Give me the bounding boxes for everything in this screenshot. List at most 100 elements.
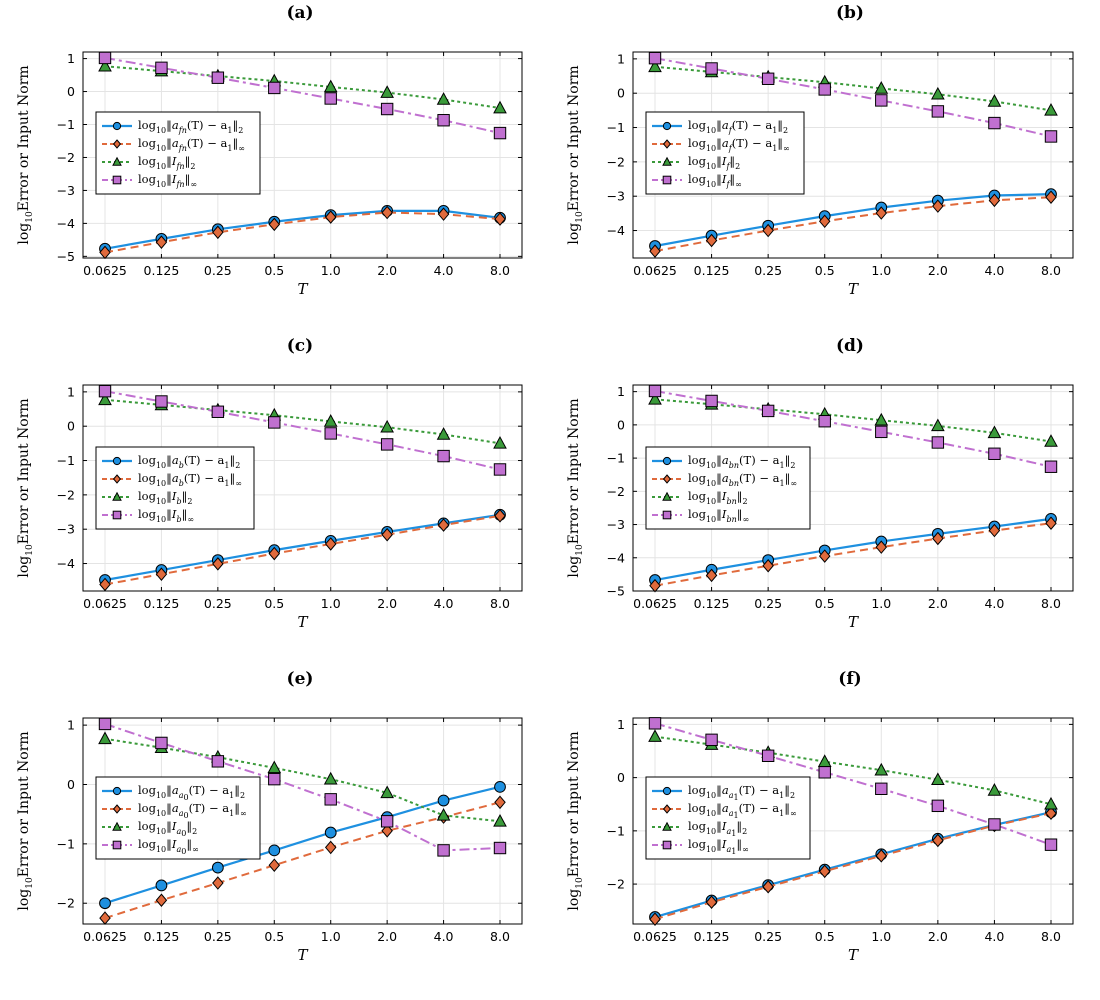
legend-label: log10‖afn(T) − a1‖2: [138, 118, 243, 135]
panel-e: (e) 0.0625 0.125 0.25 0.5 1.0 2.0 4.0 8.0 −2 −1 0 1 T…: [16, 669, 523, 964]
data-point: [874, 762, 889, 776]
x-tick-label: 8.0: [1041, 263, 1061, 278]
series-line: [654, 735, 1052, 806]
data-point: [932, 531, 944, 546]
x-tick-label: 0.5: [264, 263, 284, 278]
data-point: [324, 427, 337, 440]
y-tick-label: −1: [57, 836, 75, 851]
legend-label: log10‖Ia1‖2: [688, 819, 747, 838]
legend-swatch-marker: [112, 840, 122, 850]
series-line: [104, 398, 501, 445]
legend-label: log10‖aa1(T) − a1‖2: [688, 783, 795, 802]
data-point: [98, 51, 112, 65]
x-tick-label: 2.0: [928, 596, 948, 611]
data-point: [212, 557, 224, 571]
x-tick-label: 1.0: [321, 263, 341, 278]
y-tick-label: −2: [607, 484, 625, 499]
data-point: [212, 225, 224, 240]
y-tick-label: 1: [617, 717, 625, 732]
legend-label: log10‖If‖2: [688, 154, 740, 171]
data-point: [931, 436, 945, 449]
plot-frame: [82, 717, 523, 925]
legend-swatch-marker: [662, 786, 672, 796]
data-point: [437, 518, 450, 532]
x-tick-label: 0.25: [754, 929, 782, 944]
y-tick-label: −2: [57, 487, 75, 502]
series-linf: [99, 509, 506, 592]
data-point: [155, 395, 168, 408]
y-tick-label: 0: [617, 770, 625, 785]
y-tick-label: 1: [67, 718, 75, 733]
data-point: [818, 549, 831, 563]
series-line: [104, 785, 501, 905]
series-Iinf: [648, 717, 1058, 851]
legend-swatch-marker: [662, 156, 672, 166]
x-tick-label: 0.25: [754, 263, 782, 278]
y-tick-label: −4: [57, 216, 75, 231]
x-tick-label: 0.5: [815, 596, 835, 611]
data-point: [380, 785, 394, 799]
data-point: [268, 858, 281, 872]
data-point: [323, 414, 338, 427]
data-point: [494, 780, 506, 793]
series-line: [104, 737, 501, 823]
data-point: [648, 59, 662, 73]
data-point: [931, 772, 945, 786]
x-tick-label: 4.0: [984, 929, 1004, 944]
legend-swatch-marker: [112, 510, 122, 520]
data-point: [1044, 130, 1058, 143]
plot-frame: [82, 51, 523, 259]
data-point: [875, 94, 888, 107]
x-axis-label: T: [297, 280, 308, 298]
data-point: [761, 404, 775, 418]
data-point: [875, 540, 888, 554]
data-point: [932, 199, 944, 213]
data-point: [99, 577, 111, 592]
y-tick-label: 0: [617, 86, 625, 101]
legend-swatch-marker: [112, 175, 122, 185]
data-point: [931, 799, 945, 813]
data-point: [380, 419, 394, 433]
legend-label: log10‖Ia1‖∞: [688, 837, 749, 856]
data-point: [437, 794, 450, 807]
data-point: [1044, 434, 1058, 447]
legend-label: log10‖aa0(T) − a1‖∞: [138, 801, 247, 820]
panel-d: (d) 0.0625 0.125 0.25 0.5 1.0 2.0 4.0 8.0 −5 −4 −3 −…: [566, 336, 1074, 631]
legend-swatch-marker: [662, 139, 672, 149]
x-tick-label: 4.0: [434, 596, 454, 611]
panel-f: (f) 0.0625 0.125 0.25 0.5 1.0 2.0 4.0 8.0 −2 −1 0 1 T…: [566, 669, 1074, 964]
legend-swatch-marker: [662, 456, 672, 466]
data-point: [762, 223, 774, 238]
plot-frame: [632, 384, 1074, 592]
data-point: [931, 418, 945, 432]
data-point: [381, 527, 393, 542]
legend-label: log10‖afn(T) − a1‖∞: [138, 136, 245, 153]
data-point: [99, 897, 111, 910]
series-I2: [648, 391, 1058, 447]
series-line: [104, 56, 501, 135]
plot-frame: [632, 717, 1074, 925]
panel-a: (a) 0.0625 0.125 0.25 0.5 1.0 2.0 4.0 8.0 −5 −4 −3 −…: [16, 3, 523, 298]
data-point: [155, 879, 168, 892]
legend-label: log10‖ab(T) − a1‖∞: [138, 471, 242, 488]
x-tick-label: 0.5: [815, 263, 835, 278]
series-line: [104, 65, 501, 110]
data-point: [211, 755, 225, 768]
legend-swatch-marker: [662, 474, 672, 484]
x-tick-label: 0.125: [694, 263, 730, 278]
y-tick-label: 1: [617, 51, 625, 66]
x-tick-label: 0.5: [815, 929, 835, 944]
y-axis-label: log10Error or Input Norm: [566, 731, 585, 910]
panel-title: (a): [286, 3, 313, 23]
panel-title: (c): [287, 336, 313, 356]
legend-label: log10‖Ifn‖2: [138, 154, 195, 171]
legend-swatch-marker: [662, 840, 672, 850]
y-tick-label: 1: [67, 384, 75, 399]
data-point: [212, 876, 224, 890]
y-tick-label: 0: [67, 419, 75, 434]
panel-b: (b) 0.0625 0.125 0.25 0.5 1.0 2.0 4.0 8.0 −4 −3 −2 −…: [566, 3, 1074, 298]
y-tick-label: −2: [607, 154, 625, 169]
data-point: [1045, 806, 1057, 821]
